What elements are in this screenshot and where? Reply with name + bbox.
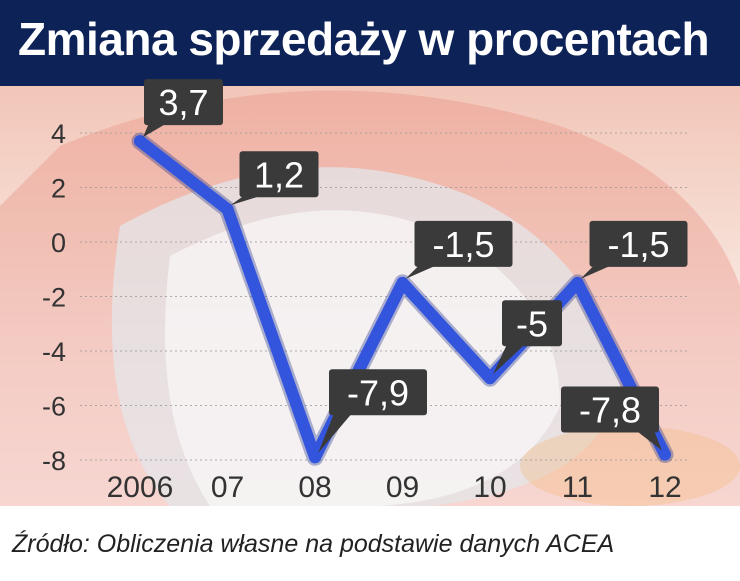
label-pointer — [493, 344, 525, 375]
data-point — [134, 135, 146, 148]
label-pointer — [405, 264, 438, 279]
data-point — [396, 276, 409, 289]
x-tick-label: 07 — [211, 471, 244, 504]
data-label-box — [561, 386, 659, 433]
data-label-box — [239, 151, 319, 198]
data-label: -7,9 — [347, 372, 409, 413]
label-pointer — [230, 195, 263, 206]
y-tick-label: -4 — [42, 337, 66, 367]
data-label-box — [144, 79, 223, 126]
y-tick-label: -6 — [42, 392, 66, 422]
label-pointer — [580, 264, 613, 279]
label-pointer — [143, 123, 167, 138]
x-tick-label: 10 — [473, 471, 506, 504]
label-pointer — [636, 430, 662, 451]
data-point — [309, 451, 321, 464]
data-label: -1,5 — [607, 224, 669, 265]
data-label: 3,7 — [158, 82, 208, 123]
label-pointer — [318, 413, 352, 454]
data-label-box — [589, 220, 688, 267]
x-tick-label: 08 — [298, 471, 331, 504]
data-label: 1,2 — [254, 154, 304, 195]
data-point — [571, 276, 584, 289]
y-tick-label: -8 — [42, 446, 66, 476]
x-tick-label: 09 — [386, 471, 419, 504]
y-tick-label: 4 — [51, 119, 66, 149]
data-point — [659, 448, 671, 461]
data-label-box — [329, 369, 427, 416]
data-label: -5 — [516, 303, 548, 344]
x-tick-label: 2006 — [107, 471, 174, 504]
data-point — [221, 203, 234, 216]
y-tick-label: -2 — [42, 283, 66, 313]
y-tick-label: 0 — [51, 228, 66, 258]
data-label-box — [502, 300, 562, 347]
source-note: Źródło: Obliczenia własne na podstawie d… — [12, 530, 615, 558]
chart-title: Zmiana sprzedaży w procentach — [18, 13, 710, 65]
data-point — [484, 372, 496, 385]
title-bar: Zmiana sprzedaży w procentach — [0, 0, 740, 86]
data-label: -7,8 — [579, 390, 641, 431]
x-tick-label: 11 — [562, 471, 593, 504]
x-tick-label: 12 — [648, 471, 681, 504]
data-label: -1,5 — [432, 224, 494, 265]
y-tick-label: 2 — [51, 174, 66, 204]
data-label-box — [414, 220, 513, 267]
